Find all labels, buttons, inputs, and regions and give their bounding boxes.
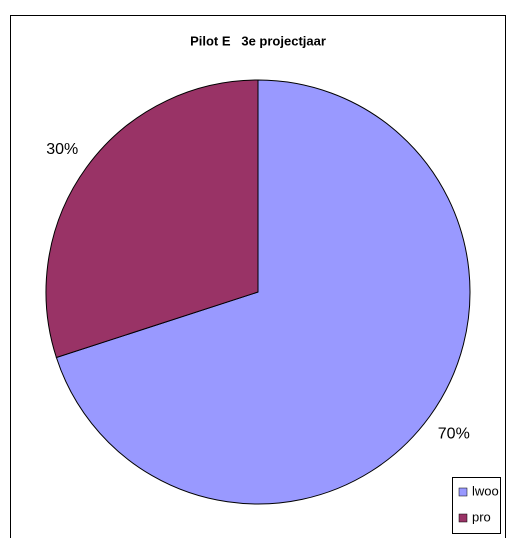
data-label: 30% bbox=[46, 141, 78, 158]
legend-swatch bbox=[458, 487, 468, 497]
legend-label: lwoo bbox=[472, 483, 499, 498]
legend-box bbox=[452, 477, 501, 534]
data-label: 70% bbox=[438, 425, 470, 442]
chart-title: Pilot E 3e projectjaar bbox=[190, 33, 326, 48]
pie-slice bbox=[55, 79, 471, 505]
pie-slice bbox=[45, 79, 259, 359]
legend-label: pro bbox=[472, 509, 491, 524]
legend-swatch bbox=[458, 513, 468, 523]
